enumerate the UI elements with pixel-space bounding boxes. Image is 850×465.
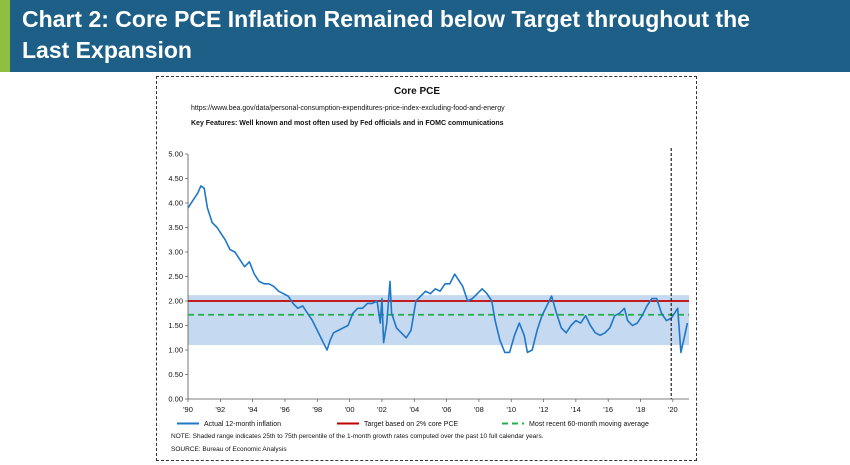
x-tick-label: '12 — [539, 405, 549, 414]
x-tick-label: '14 — [571, 405, 581, 414]
x-tick-label: '98 — [312, 405, 322, 414]
y-tick-label: 2.50 — [168, 272, 183, 281]
x-tick-label: '92 — [215, 405, 225, 414]
slide-title-line-1: Chart 2: Core PCE Inflation Remained bel… — [22, 6, 750, 32]
series-line-actual-inflation — [187, 185, 689, 354]
line-chart: Core PCE https://www.bea.gov/data/person… — [168, 86, 689, 453]
legend-item-actual-label: Actual 12-month inflation — [204, 421, 281, 428]
chart-note: NOTE: Shaded range indicates 25th to 75t… — [171, 433, 544, 440]
x-tick-label: '90 — [183, 405, 193, 414]
slide-header: Chart 2: Core PCE Inflation Remained bel… — [0, 0, 850, 72]
y-tick-label: 0.00 — [168, 395, 183, 404]
x-tick-label: '16 — [603, 405, 613, 414]
shaded-range — [188, 295, 689, 346]
y-tick-label: 4.50 — [168, 174, 183, 183]
slide-title-line-2: Last Expansion — [22, 37, 192, 63]
slide-title: Chart 2: Core PCE Inflation Remained bel… — [22, 4, 832, 66]
x-tick-label: '04 — [409, 405, 419, 414]
x-tick-label: '00 — [345, 405, 355, 414]
y-tick-label: 1.00 — [168, 346, 183, 355]
y-tick-label: 0.50 — [168, 370, 183, 379]
chart-source: SOURCE: Bureau of Economic Analysis — [171, 446, 287, 453]
chart-title: Core PCE — [394, 86, 440, 97]
x-tick-label: '10 — [506, 405, 516, 414]
x-tick-label: '20 — [668, 405, 678, 414]
x-tick-label: '94 — [248, 405, 258, 414]
y-tick-label: 1.50 — [168, 321, 183, 330]
y-tick-label: 3.50 — [168, 223, 183, 232]
y-tick-label: 3.00 — [168, 248, 183, 257]
legend: Actual 12-month inflation Target based on… — [177, 421, 649, 428]
x-tick-label: '18 — [636, 405, 646, 414]
y-tick-label: 4.00 — [168, 199, 183, 208]
legend-item-moving-average-label: Most recent 60-month moving average — [529, 421, 649, 428]
x-tick-label: '06 — [442, 405, 452, 414]
header-accent-bar — [0, 0, 10, 72]
chart-subtitle: https://www.bea.gov/data/personal-consum… — [191, 105, 505, 112]
y-tick-label: 2.00 — [168, 297, 183, 306]
x-tick-label: '96 — [280, 405, 290, 414]
plot-area: 0.00 0.50 1.00 1.50 2.00 2.50 3.00 3.50 4.00 4.50… — [168, 148, 689, 414]
chart-frame: Core PCE https://www.bea.gov/data/person… — [156, 76, 697, 461]
y-tick-label: 5.00 — [168, 150, 183, 159]
legend-item-target-label: Target based on 2% core PCE — [364, 421, 458, 428]
x-tick-label: '02 — [377, 405, 387, 414]
x-tick-label: '08 — [474, 405, 484, 414]
key-features: Key Features: Well known and most often … — [191, 120, 504, 127]
